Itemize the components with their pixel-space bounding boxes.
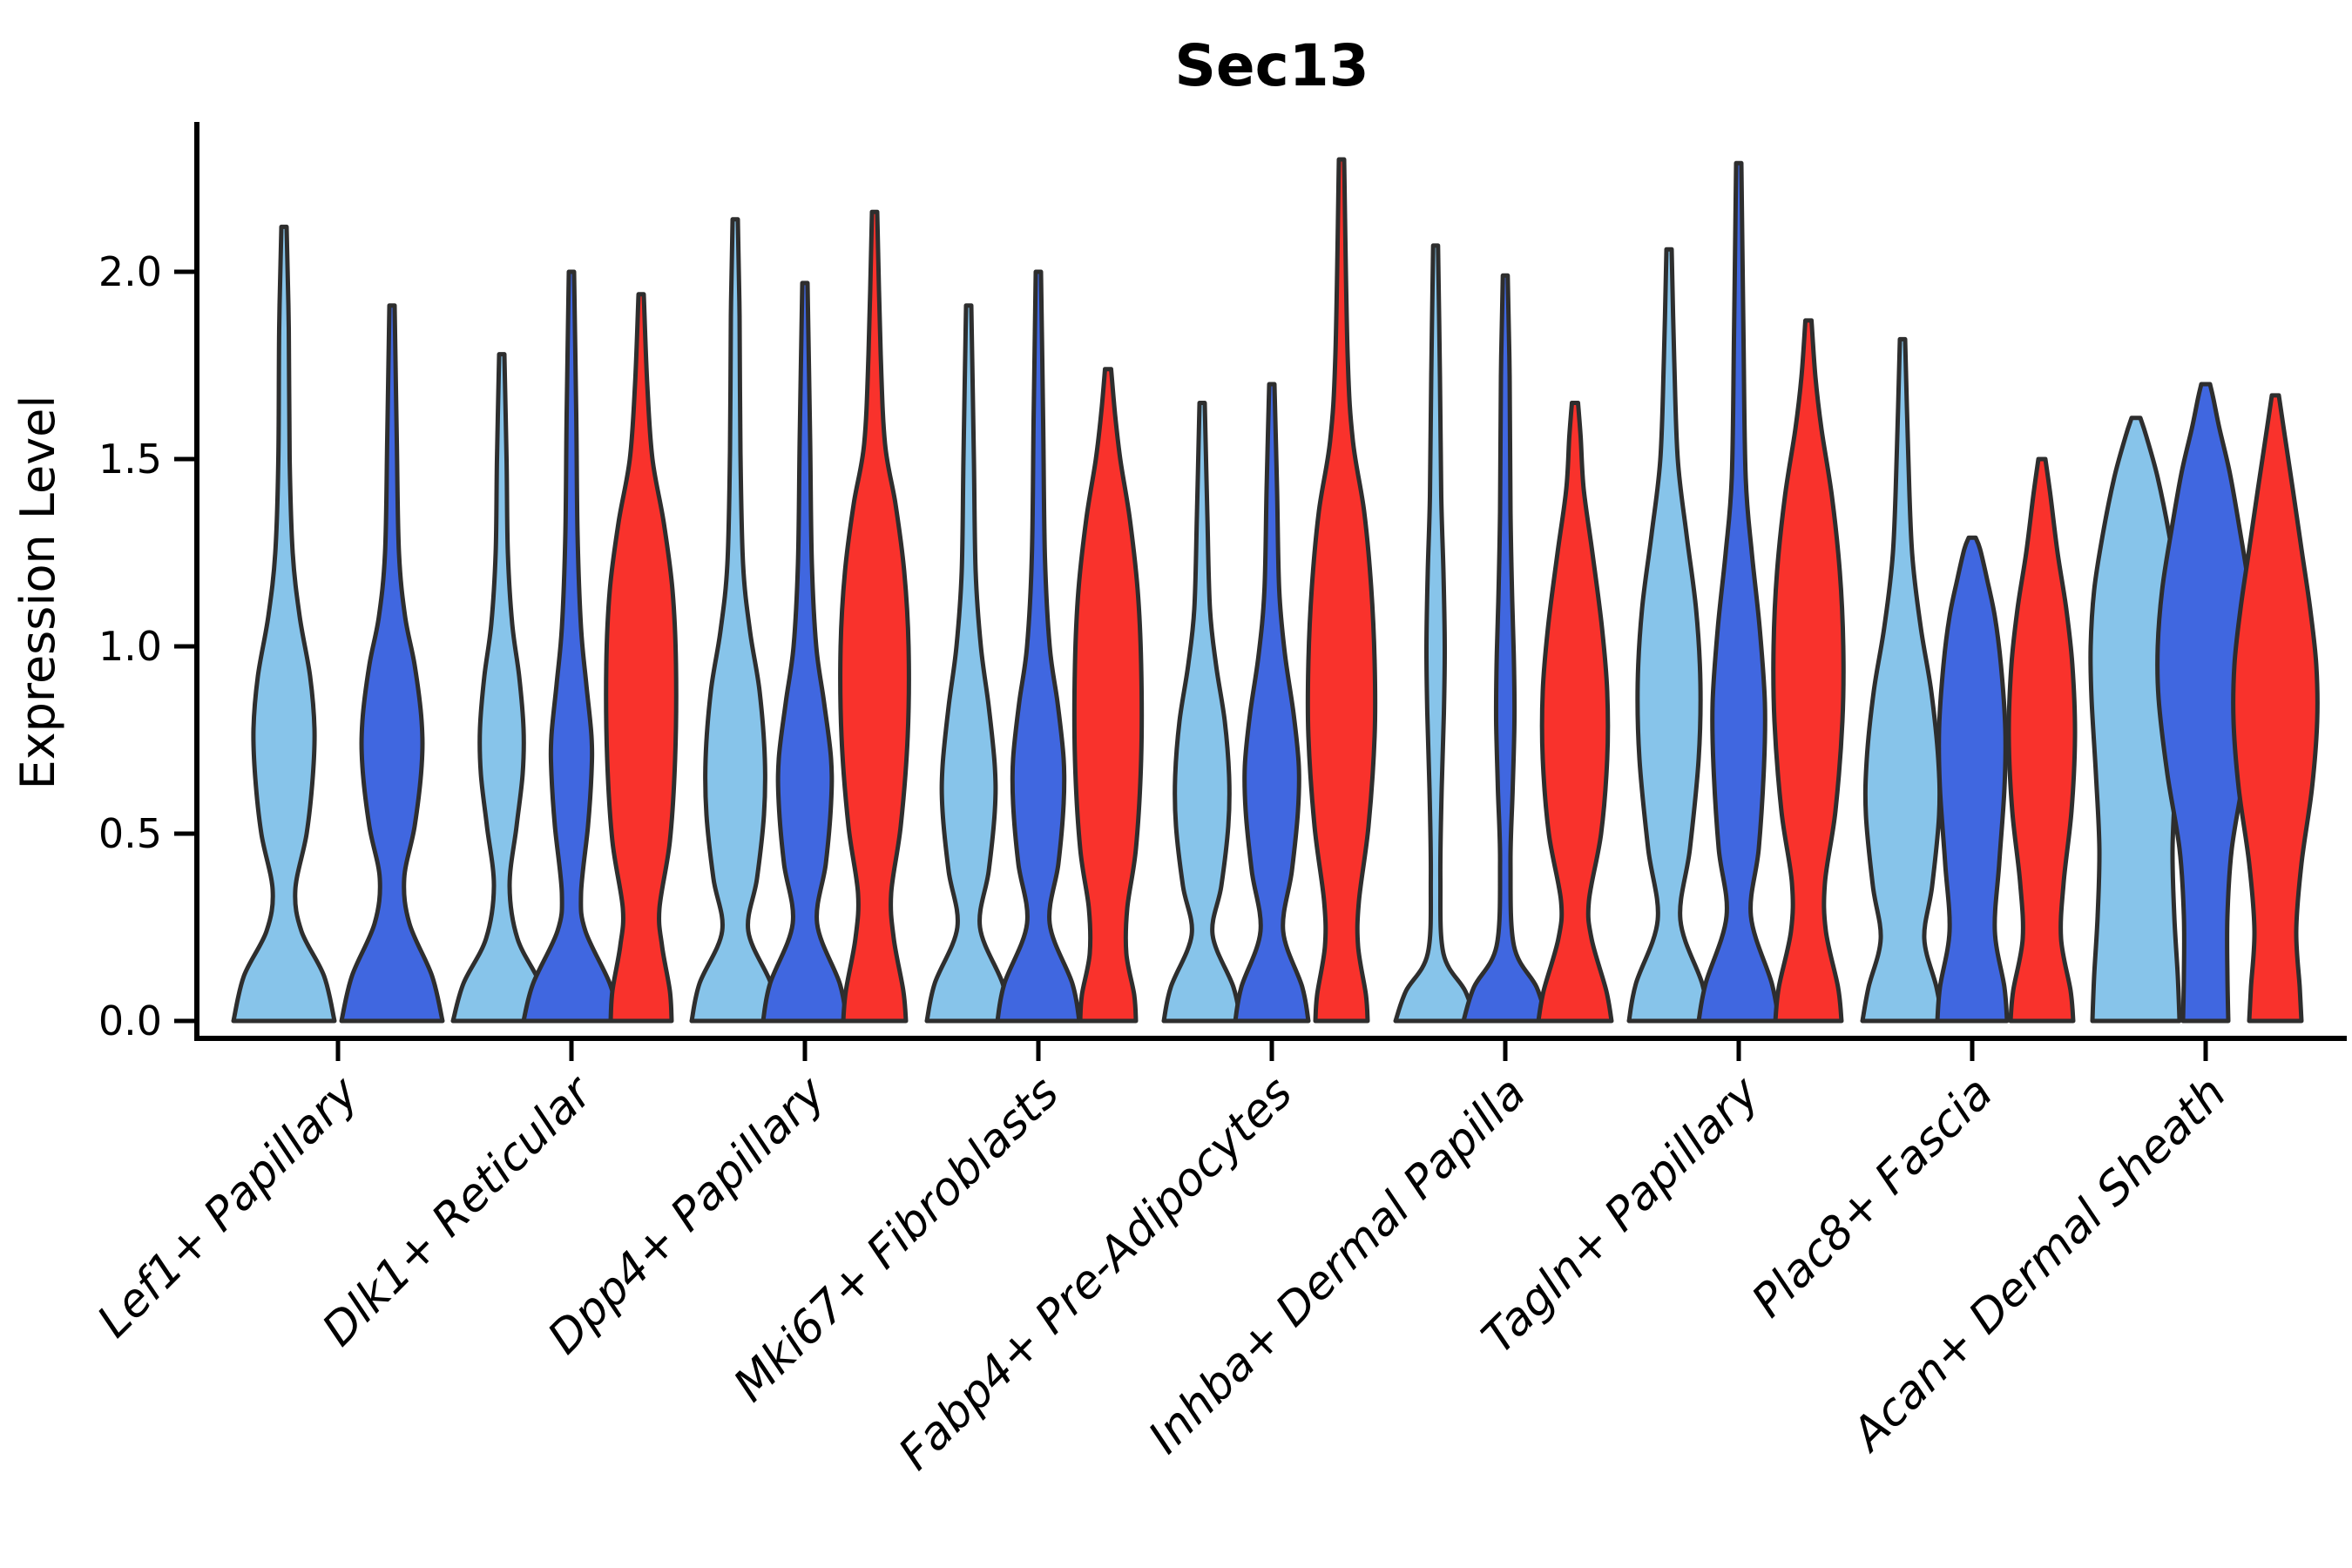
y-tick-label: 0.0	[98, 997, 162, 1044]
y-tick-label: 1.5	[98, 436, 162, 483]
violin-skyblue	[231, 224, 337, 1024]
violin-red	[1071, 367, 1145, 1024]
violin-royalblue	[521, 269, 622, 1024]
violin-group-dlk1	[450, 269, 679, 1024]
violin-royalblue	[339, 303, 445, 1024]
violin-skyblue	[1860, 336, 1945, 1024]
violin-skyblue	[689, 217, 781, 1024]
y-tick-label: 2.0	[98, 248, 162, 295]
violin-royalblue	[760, 280, 849, 1024]
violin-royalblue	[1935, 535, 2010, 1024]
violin-group-mki67	[924, 269, 1145, 1024]
violin-group-tagln	[1626, 160, 1846, 1024]
x-tick-label: Fabp4+ Pre-Adipocytes	[889, 1067, 1303, 1481]
violin-royalblue	[1461, 273, 1550, 1024]
violin-group-inhba	[1393, 243, 1614, 1024]
violin-red	[2006, 456, 2078, 1024]
violin-royalblue	[1696, 160, 1781, 1024]
chart-title: Sec13	[1174, 32, 1369, 99]
violin-red	[1305, 157, 1378, 1024]
violin-skyblue	[1626, 247, 1712, 1024]
x-tick-label: Plac8+ Fascia	[1742, 1067, 2003, 1328]
violin-skyblue	[1161, 401, 1243, 1024]
violin-red	[1771, 318, 1846, 1024]
y-tick-label: 1.0	[98, 623, 162, 670]
violin-red	[1536, 401, 1614, 1024]
x-tick-label: Acan+ Dermal Sheath	[1841, 1067, 2236, 1463]
violin-red	[604, 292, 679, 1024]
violin-red	[838, 209, 911, 1024]
violin-royalblue	[995, 269, 1082, 1024]
y-tick-label: 0.5	[98, 810, 162, 857]
y-axis-label: Expression Level	[10, 395, 65, 790]
violin-skyblue	[450, 352, 553, 1024]
violin-group-plac8	[1860, 336, 2078, 1024]
violin-skyblue	[1393, 243, 1478, 1024]
violin-group-dpp4	[689, 209, 911, 1024]
violin-skyblue	[924, 303, 1013, 1024]
violin-group-acan	[2088, 382, 2320, 1024]
violin-red	[2231, 393, 2320, 1024]
x-tick-label: Inhba+ Dermal Papilla	[1139, 1067, 1536, 1464]
violin-royalblue	[1233, 382, 1311, 1024]
violin-group-lef1	[231, 224, 445, 1024]
violin-group-fabp4	[1161, 157, 1378, 1024]
